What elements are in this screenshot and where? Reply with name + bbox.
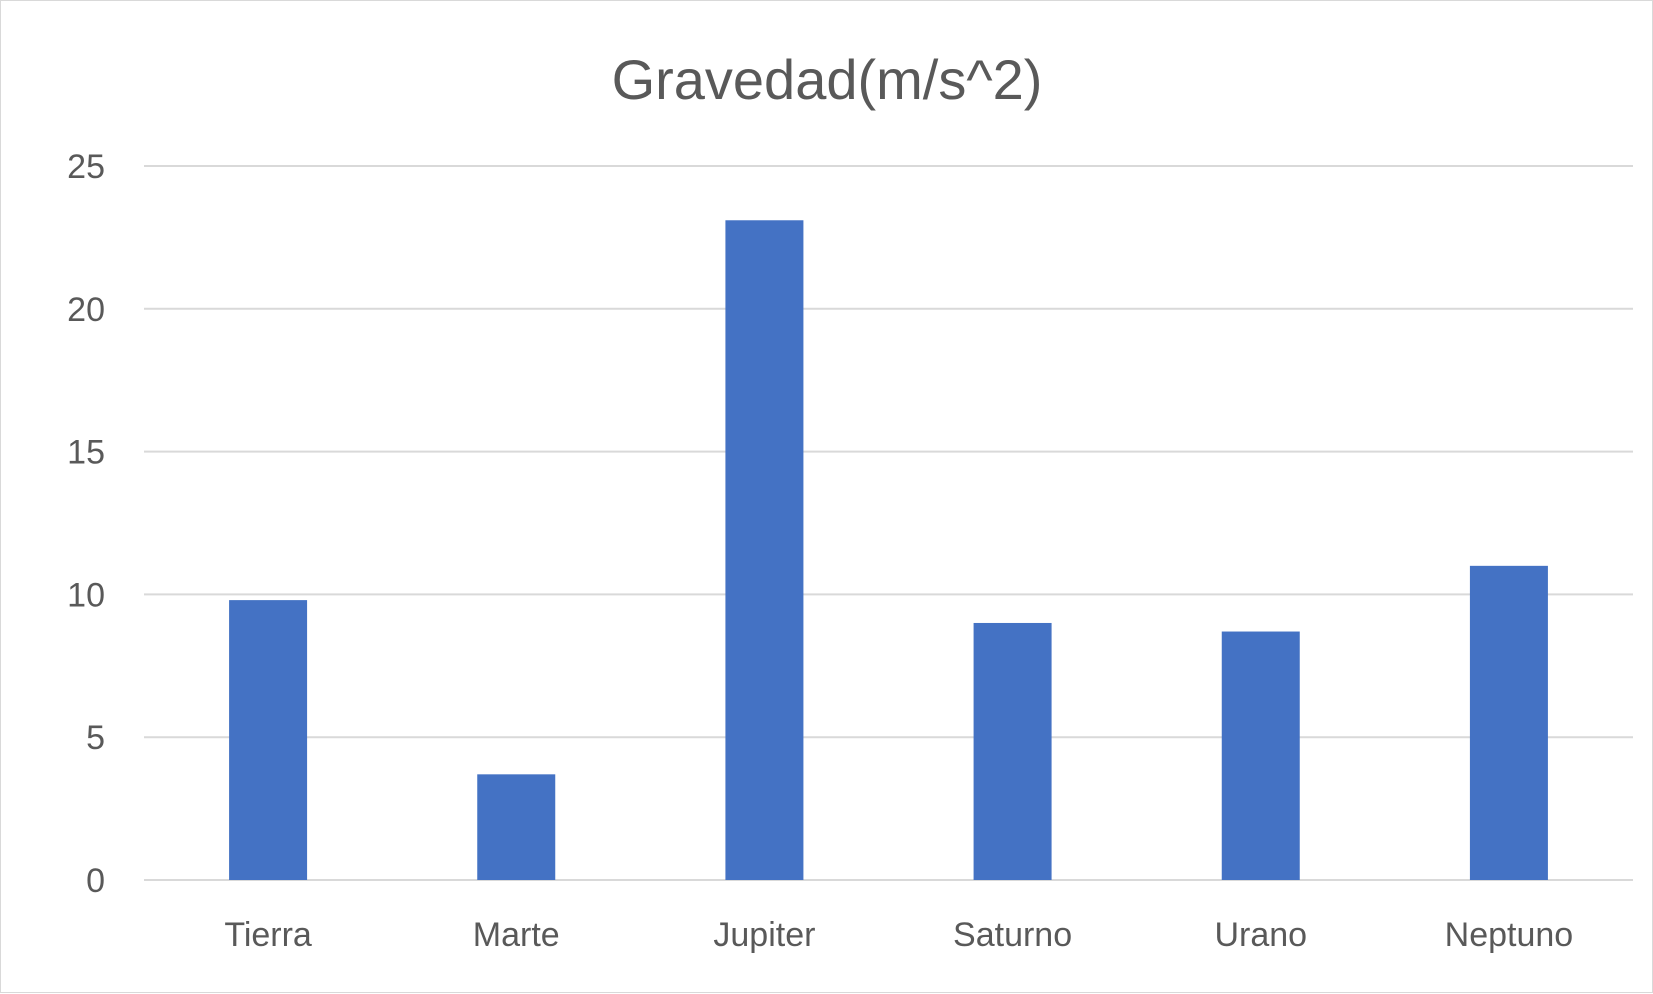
bar-neptuno [1469, 565, 1548, 880]
bars [229, 220, 1548, 880]
x-category-label: Urano [1214, 916, 1307, 954]
y-axis-ticks: 0 5 10 15 20 25 [67, 148, 105, 900]
x-category-label: Jupiter [713, 916, 815, 954]
chart-title: Gravedad(m/s^2) [612, 48, 1043, 111]
bar-saturno [973, 622, 1052, 880]
x-axis-categories: Tierra Marte Jupiter Saturno Urano Neptuno [224, 916, 1573, 954]
y-tick-label: 25 [67, 148, 105, 186]
bar-tierra [229, 600, 308, 880]
x-category-label: Saturno [953, 916, 1072, 954]
bar-jupiter [725, 220, 804, 880]
x-category-label: Tierra [224, 916, 312, 954]
gridlines [144, 165, 1633, 881]
bar-urano [1221, 631, 1300, 880]
y-tick-label: 15 [67, 434, 105, 472]
y-tick-label: 0 [86, 862, 105, 900]
x-category-label: Neptuno [1445, 916, 1574, 954]
y-tick-label: 5 [86, 719, 105, 757]
x-category-label: Marte [473, 916, 560, 954]
y-tick-label: 10 [67, 576, 105, 614]
bar-marte [477, 774, 556, 880]
y-tick-label: 20 [67, 291, 105, 329]
